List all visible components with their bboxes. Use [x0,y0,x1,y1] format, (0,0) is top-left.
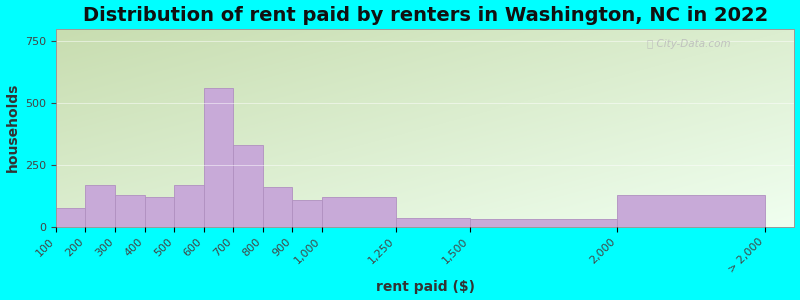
Bar [470,219,618,227]
Bar [618,195,765,227]
Text: ⛲ City-Data.com: ⛲ City-Data.com [646,39,730,49]
Bar [292,200,322,227]
Bar [145,197,174,227]
Bar [174,185,204,227]
Bar [56,208,86,227]
Bar [204,88,233,227]
Bar [322,197,396,227]
Bar [115,195,145,227]
Bar [86,185,115,227]
Title: Distribution of rent paid by renters in Washington, NC in 2022: Distribution of rent paid by renters in … [82,6,768,25]
Bar [233,145,262,227]
X-axis label: rent paid ($): rent paid ($) [376,280,474,294]
Bar [262,187,292,227]
Y-axis label: households: households [6,83,19,172]
Bar [396,218,470,227]
